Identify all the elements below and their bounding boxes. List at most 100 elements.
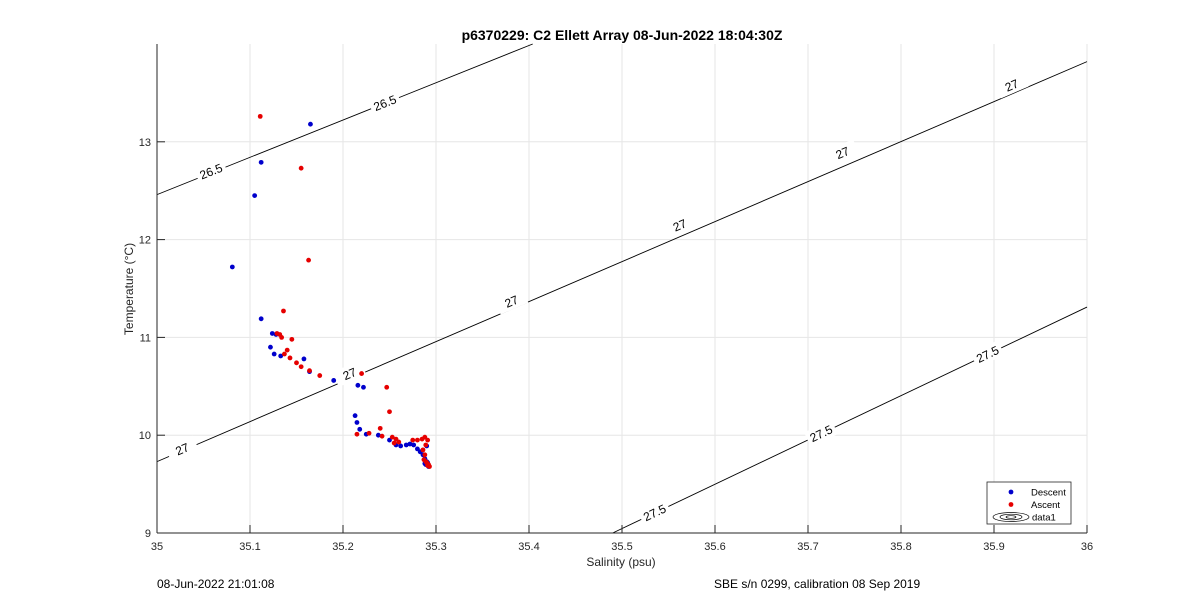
descent-point [301,356,307,362]
contour-label-bg [662,211,697,239]
descent-point [355,382,361,388]
ascent-point [379,433,385,439]
descent-point [268,344,273,350]
x-tick-label: 35.6 [704,541,725,553]
x-tick-label: 35 [151,541,163,553]
descent-legend-marker [1008,489,1014,495]
data-points [229,113,432,469]
ascent-point [354,431,360,437]
contour-label-bg [994,71,1029,99]
contour-label: 27 [834,144,852,162]
ascent-point [415,437,420,443]
descent-point [308,121,313,127]
descent-point [398,443,404,449]
descent-point [352,413,358,419]
ascent-point [422,452,428,458]
ascent-point [284,347,290,353]
y-tick-label: 12 [139,235,151,247]
descent-point [411,442,417,448]
descent-point [331,378,337,383]
ascent-point [289,336,295,342]
contour-legend-icon [1005,515,1017,519]
contour-label: 27 [503,292,521,310]
x-tick-label: 35.8 [890,541,911,553]
descent-point [354,420,360,425]
descent-point [269,331,275,336]
contour-legend-icon [999,513,1023,521]
y-tick-label: 11 [140,332,151,344]
axes: 35 35.1 35.2 35.3 35.4 35.5 35.6 35.7 35.8 35.9 36… [139,44,1093,553]
ascent-point [359,371,364,376]
ascent-point [366,430,372,436]
ascent-point [420,447,426,453]
ascent-point [257,113,263,119]
contour-label: 27 [341,365,359,383]
y-tick-label: 9 [145,528,151,540]
legend-label: Ascent [1031,500,1060,511]
x-tick-label: 35.9 [983,541,1004,553]
contour-label: 27 [1003,76,1021,94]
contour-label-bg [165,435,200,463]
contour-label: 27 [671,216,689,234]
x-tick-label: 35.4 [518,541,539,553]
x-axis-label: Salinity (psu) [586,555,655,569]
contour-legend-icon [992,512,1030,522]
contour-label-bg [494,287,529,315]
ascent-point [306,257,311,263]
y-tick-label: 13 [139,137,151,149]
descent-point [271,351,277,357]
ascent-point [410,437,416,443]
y-tick-label: 10 [139,430,151,442]
contour-label-bg [194,158,228,185]
descent-point [361,384,366,390]
ascent-point [317,373,323,378]
footer-calibration: SBE s/n 0299, calibration 08 Sep 2019 [714,577,921,591]
ascent-point [396,439,402,445]
ascent-point [384,384,390,390]
ascent-point [307,368,312,374]
descent-point [252,193,258,198]
x-tick-label: 35.5 [611,541,632,553]
contour-label-bg [367,89,402,116]
contour-line-27 [156,61,1088,463]
x-tick-label: 35.1 [239,541,260,553]
ascent-point [281,308,286,314]
contour-label: 27 [173,440,191,458]
ascent-point [427,464,432,469]
contour-line-27-5 [612,306,1088,534]
legend-label: data1 [1032,513,1056,524]
contour-label-bg [637,498,672,527]
ascent-point [425,437,431,443]
y-axis-label: Temperature (°C) [122,243,136,335]
descent-point [229,264,235,270]
footer-timestamp: 08-Jun-2022 21:01:08 [157,577,275,591]
descent-point [407,441,413,447]
ascent-point [389,434,395,440]
x-tick-label: 36 [1081,541,1093,553]
descent-point [403,442,409,448]
contour-label-bg [825,139,860,166]
descent-point [357,426,363,432]
ascent-point [423,442,429,448]
contour-label-bg [804,419,839,447]
x-tick-label: 35.3 [425,541,446,553]
contour-label-bg [332,360,367,387]
ascent-point [287,355,293,361]
ascent-legend-marker [1008,502,1014,507]
ascent-point [391,440,397,446]
x-tick-label: 35.2 [332,541,353,553]
legend-box [986,481,1072,525]
grid [156,44,1088,534]
ascent-point [387,409,392,415]
legend-label: Descent [1031,488,1066,499]
descent-point [258,316,264,322]
descent-point [278,353,284,359]
ascent-point [298,165,304,171]
ascent-point [294,360,299,366]
ascent-point [298,364,304,370]
chart-title: p6370229: C2 Ellett Array 08-Jun-2022 18… [462,27,783,43]
ascent-point [282,351,287,357]
